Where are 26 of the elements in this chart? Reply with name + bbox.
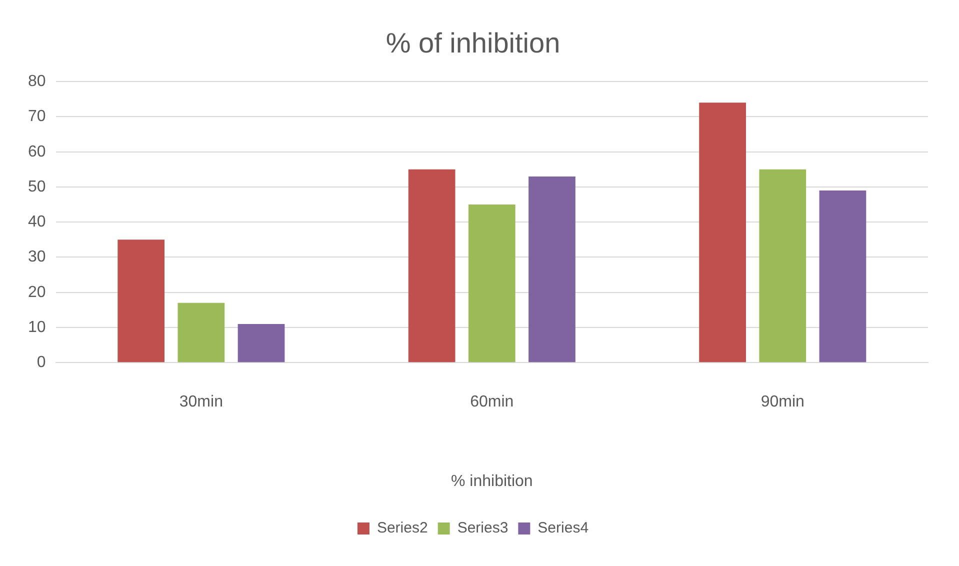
x-tick-label: 60min (470, 394, 514, 411)
y-tick-label: 40 (28, 214, 46, 231)
x-tick-label: 90min (760, 394, 804, 411)
legend-label: Series2 (376, 520, 428, 537)
legend-label: Series4 (538, 520, 589, 537)
y-tick-label: 10 (28, 318, 46, 336)
y-tick-label: 30 (28, 248, 46, 266)
y-tick-label: 20 (28, 284, 46, 301)
y-tick-label: 70 (28, 108, 46, 126)
bar (699, 102, 746, 362)
x-axis-title: % inhibition (450, 472, 533, 490)
bar (759, 169, 806, 362)
bar (468, 204, 516, 362)
x-tick-label: 30min (179, 394, 223, 411)
y-tick-label: 60 (28, 143, 46, 160)
bar (178, 302, 225, 362)
bar (238, 324, 285, 362)
bar (528, 176, 576, 362)
y-tick-label: 0 (36, 354, 46, 372)
y-tick-label: 80 (28, 73, 46, 90)
bar (118, 240, 165, 362)
y-tick-label: 50 (28, 178, 46, 196)
legend-label: Series3 (457, 520, 508, 537)
bar (408, 169, 456, 362)
bar (819, 190, 866, 362)
chart-title: % of inhibition (386, 28, 560, 59)
